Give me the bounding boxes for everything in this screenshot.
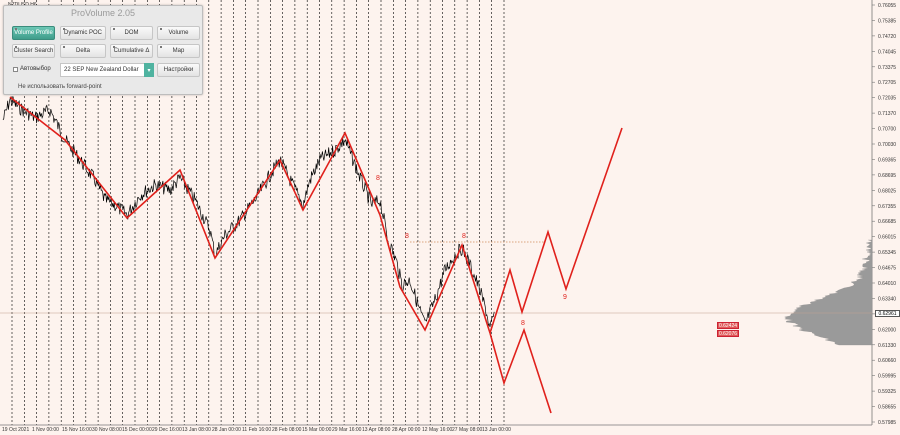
price-tick-label: 0.64010 bbox=[878, 281, 896, 287]
wave-label: 8 bbox=[521, 320, 525, 327]
settings-button[interactable]: Настройки bbox=[157, 63, 200, 77]
chevron-down-icon[interactable]: ▾ bbox=[144, 63, 154, 77]
volume-button[interactable]: Volume bbox=[157, 26, 200, 40]
map-button[interactable]: Map bbox=[157, 44, 200, 58]
instrument-value: 22 SEP New Zealand Dollar bbox=[64, 67, 139, 73]
price-tick-label: 0.73375 bbox=[878, 65, 896, 71]
price-tick-label: 0.61330 bbox=[878, 343, 896, 349]
price-tick-label: 0.74045 bbox=[878, 49, 896, 55]
price-tick-label: 0.76055 bbox=[878, 3, 896, 9]
wave-label: 9 bbox=[563, 294, 567, 301]
price-tick-label: 0.72035 bbox=[878, 96, 896, 102]
wave-label: 8 bbox=[405, 233, 409, 240]
wave-projection-lower bbox=[489, 327, 552, 414]
price-tick-label: 0.66685 bbox=[878, 219, 896, 225]
price-tick-label: 0.57985 bbox=[878, 420, 896, 426]
time-tick-label: 11 Feb 16:00 bbox=[242, 427, 271, 433]
wave-zigzag bbox=[9, 96, 491, 334]
time-tick-label: 15 Nov 16:00 bbox=[62, 427, 92, 433]
price-tick-label: 0.67355 bbox=[878, 204, 896, 210]
dom-button[interactable]: DOM bbox=[110, 26, 153, 40]
forward-point-note: Не использовать forward-point bbox=[18, 84, 102, 90]
time-tick-label: 15 Dec 00:00 bbox=[122, 427, 152, 433]
price-tick-label: 0.68025 bbox=[878, 188, 896, 194]
price-tick-label: 0.64675 bbox=[878, 266, 896, 272]
price-tick-label: 0.66015 bbox=[878, 235, 896, 241]
dynamic-poc-button[interactable]: Dynamic POC bbox=[60, 26, 106, 40]
delta-button[interactable]: Delta bbox=[60, 44, 106, 58]
profile-level-badge: 0.62424 bbox=[717, 322, 739, 329]
time-tick-label: 29 Mar 16:00 bbox=[332, 427, 362, 433]
autoselect-checkbox[interactable]: Автовыбор bbox=[13, 66, 51, 72]
price-tick-label: 0.74720 bbox=[878, 34, 896, 40]
panel-title: ProVolume 2.05 bbox=[70, 8, 136, 18]
time-tick-label: 30 Nov 08:00 bbox=[92, 427, 122, 433]
current-price-tag: 0.62961 bbox=[875, 310, 900, 317]
provolume-panel[interactable]: ProVolume 2.05 Volume Profile Dynamic PO… bbox=[3, 5, 203, 95]
wave-label: 8 bbox=[462, 233, 466, 240]
time-tick-label: 13 Jan 08:00 bbox=[182, 427, 211, 433]
time-tick-label: 12 May 16:00 bbox=[422, 427, 453, 433]
wave-label: 8 bbox=[376, 175, 380, 182]
time-tick-label: 1 Nov 00:00 bbox=[32, 427, 59, 433]
wave-projection-upper bbox=[489, 127, 623, 334]
autoselect-label: Автовыбор bbox=[20, 66, 51, 72]
price-tick-label: 0.59325 bbox=[878, 389, 896, 395]
volume-profile-button[interactable]: Volume Profile bbox=[12, 26, 55, 40]
cumulative-delta-button[interactable]: Cumulative Δ bbox=[110, 44, 153, 58]
price-tick-label: 0.63340 bbox=[878, 296, 896, 302]
instrument-select[interactable]: 22 SEP New Zealand Dollar ▾ bbox=[60, 63, 154, 77]
price-tick-label: 0.75385 bbox=[878, 18, 896, 24]
time-tick-label: 28 Apr 00:00 bbox=[392, 427, 421, 433]
time-tick-label: 29 Dec 16:00 bbox=[152, 427, 182, 433]
volume-profile-histogram bbox=[784, 239, 873, 346]
price-tick-label: 0.69365 bbox=[878, 157, 896, 163]
price-tick-label: 0.62000 bbox=[878, 327, 896, 333]
price-tick-label: 0.70700 bbox=[878, 127, 896, 133]
price-tick-label: 0.68695 bbox=[878, 173, 896, 179]
time-tick-label: 28 Jan 00:00 bbox=[212, 427, 241, 433]
time-tick-label: 13 Jun 00:00 bbox=[482, 427, 511, 433]
price-tick-label: 0.70030 bbox=[878, 142, 896, 148]
price-tick-label: 0.65345 bbox=[878, 250, 896, 256]
time-tick-label: 28 Feb 08:00 bbox=[272, 427, 302, 433]
time-tick-label: 19 Oct 2021 bbox=[2, 427, 29, 433]
price-tick-label: 0.58655 bbox=[878, 405, 896, 411]
price-tick-label: 0.60660 bbox=[878, 358, 896, 364]
profile-level-badge: 0.62076 bbox=[717, 330, 739, 337]
time-tick-label: 13 Apr 08:00 bbox=[362, 427, 391, 433]
price-tick-label: 0.59995 bbox=[878, 374, 896, 380]
price-tick-label: 0.72705 bbox=[878, 80, 896, 86]
cluster-search-button[interactable]: Cluster Search bbox=[12, 44, 55, 58]
time-tick-label: 15 Mar 00:00 bbox=[302, 427, 332, 433]
price-tick-label: 0.71370 bbox=[878, 111, 896, 117]
time-tick-label: 27 May 08:00 bbox=[452, 427, 483, 433]
checkbox-icon bbox=[13, 66, 18, 72]
